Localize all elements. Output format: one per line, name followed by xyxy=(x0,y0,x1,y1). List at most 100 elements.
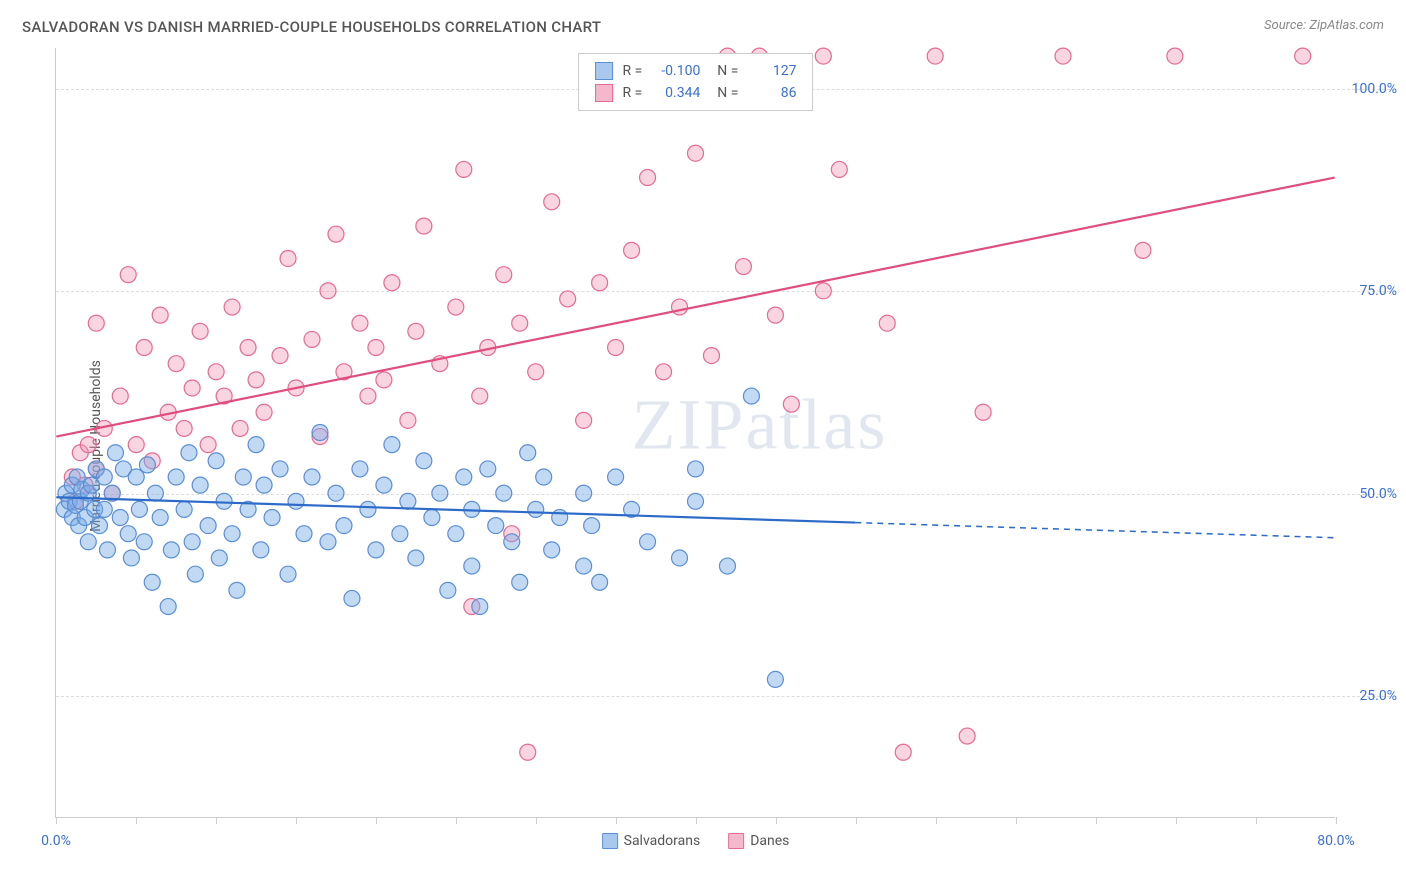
scatter-point xyxy=(344,590,360,606)
x-tick xyxy=(56,817,57,824)
scatter-point xyxy=(232,420,248,436)
scatter-point xyxy=(176,420,192,436)
scatter-point xyxy=(656,364,672,380)
scatter-point xyxy=(147,485,163,501)
r-value: 0.344 xyxy=(652,85,700,101)
legend-label: Salvadorans xyxy=(624,833,701,849)
scatter-point xyxy=(1295,48,1311,64)
scatter-point xyxy=(688,493,704,509)
scatter-point xyxy=(528,501,544,517)
scatter-point xyxy=(584,518,600,534)
scatter-point xyxy=(99,542,115,558)
x-tick xyxy=(1256,817,1257,824)
scatter-point xyxy=(432,485,448,501)
scatter-point xyxy=(253,542,269,558)
scatter-point xyxy=(256,477,272,493)
scatter-point xyxy=(336,518,352,534)
scatter-point xyxy=(352,315,368,331)
scatter-point xyxy=(304,331,320,347)
scatter-point xyxy=(112,388,128,404)
correlation-legend-box: R =-0.100 N =127R =0.344 N =86 xyxy=(578,53,814,111)
scatter-point xyxy=(576,558,592,574)
scatter-point xyxy=(96,501,112,517)
scatter-point xyxy=(91,518,107,534)
scatter-point xyxy=(128,437,144,453)
scatter-point xyxy=(456,161,472,177)
x-tick xyxy=(616,817,617,824)
x-tick-label: 80.0% xyxy=(1317,833,1355,849)
scatter-point xyxy=(1055,48,1071,64)
scatter-point xyxy=(240,340,256,356)
series-legend: Salvadorans Danes xyxy=(602,833,790,849)
n-label: N = xyxy=(710,85,738,101)
scatter-point xyxy=(320,283,336,299)
legend-swatch xyxy=(728,833,744,849)
x-tick xyxy=(776,817,777,824)
scatter-point xyxy=(376,477,392,493)
scatter-point xyxy=(224,299,240,315)
plot-area: ZIPatlas 25.0%50.0%75.0%100.0%0.0%80.0% … xyxy=(55,48,1335,818)
scatter-point xyxy=(211,550,227,566)
scatter-point xyxy=(368,340,384,356)
scatter-point xyxy=(392,526,408,542)
scatter-point xyxy=(536,469,552,485)
scatter-point xyxy=(368,542,384,558)
scatter-point xyxy=(224,526,240,542)
scatter-point xyxy=(520,445,536,461)
scatter-point xyxy=(360,388,376,404)
x-tick xyxy=(376,817,377,824)
chart-title: SALVADORAN VS DANISH MARRIED-COUPLE HOUS… xyxy=(22,18,601,36)
scatter-point xyxy=(448,526,464,542)
scatter-point xyxy=(719,558,735,574)
scatter-point xyxy=(592,574,608,590)
x-tick xyxy=(536,817,537,824)
x-tick-label: 0.0% xyxy=(41,833,71,849)
legend-item: Danes xyxy=(728,833,789,849)
scatter-point xyxy=(416,218,432,234)
scatter-point xyxy=(472,388,488,404)
x-tick xyxy=(1336,817,1337,824)
scatter-point xyxy=(608,469,624,485)
scatter-point xyxy=(1167,48,1183,64)
scatter-point xyxy=(640,170,656,186)
scatter-point xyxy=(440,582,456,598)
legend-item: Salvadorans xyxy=(602,833,701,849)
scatter-point xyxy=(472,599,488,615)
scatter-point xyxy=(192,477,208,493)
scatter-point xyxy=(488,518,504,534)
correlation-row: R =0.344 N =86 xyxy=(595,82,797,104)
scatter-point xyxy=(136,534,152,550)
x-tick xyxy=(696,817,697,824)
scatter-point xyxy=(512,574,528,590)
scatter-point xyxy=(296,526,312,542)
y-tick-label: 50.0% xyxy=(1359,486,1397,502)
x-tick xyxy=(1176,817,1177,824)
scatter-point xyxy=(416,453,432,469)
scatter-point xyxy=(520,744,536,760)
n-label: N = xyxy=(710,63,738,79)
scatter-point xyxy=(312,425,328,441)
scatter-point xyxy=(592,275,608,291)
scatter-point xyxy=(688,461,704,477)
scatter-point xyxy=(576,485,592,501)
scatter-point xyxy=(272,461,288,477)
scatter-point xyxy=(304,469,320,485)
scatter-point xyxy=(624,242,640,258)
scatter-point xyxy=(544,542,560,558)
scatter-point xyxy=(703,348,719,364)
scatter-point xyxy=(767,671,783,687)
series-swatch xyxy=(595,84,613,102)
scatter-point xyxy=(248,372,264,388)
scatter-point xyxy=(107,445,123,461)
trend-line-extrapolated xyxy=(855,523,1334,538)
scatter-point xyxy=(144,574,160,590)
scatter-point xyxy=(400,412,416,428)
scatter-point xyxy=(576,412,592,428)
scatter-point xyxy=(384,437,400,453)
scatter-point xyxy=(480,461,496,477)
scatter-point xyxy=(608,340,624,356)
scatter-point xyxy=(184,534,200,550)
scatter-point xyxy=(181,445,197,461)
scatter-point xyxy=(139,457,155,473)
scatter-point xyxy=(376,372,392,388)
